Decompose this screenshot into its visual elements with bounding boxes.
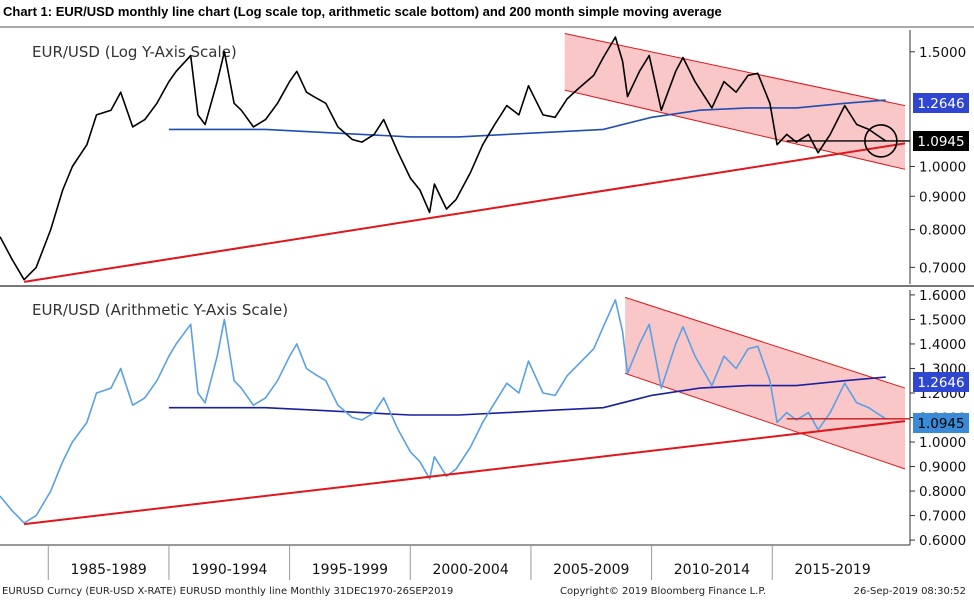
top-panel-title: EUR/USD (Log Y-Axis Scale) <box>32 43 237 61</box>
top-ytick-label: 0.9000 <box>919 189 966 205</box>
top-ytick-label: 1.0000 <box>919 159 966 175</box>
bottom-series <box>0 299 910 526</box>
footer-copyright: Copyright© 2019 Bloomberg Finance L.P. <box>560 586 766 597</box>
bottom-price-line <box>0 299 887 524</box>
top-ytick-label: 0.8000 <box>919 223 966 239</box>
top-last-value: 1.0945 <box>917 134 964 150</box>
top-moving-average-line <box>168 99 886 138</box>
top-channel-upper <box>564 33 906 107</box>
top-series <box>0 36 910 283</box>
xaxis-ticks: 1985-1989 1990-1994 1995-1999 2000-2004 2005… <box>47 545 871 580</box>
xaxis-period-label: 2015-2019 <box>794 562 870 578</box>
bottom-ma-value: 1.2646 <box>917 375 964 391</box>
top-ma-badge <box>913 93 969 113</box>
bottom-panel-title: EUR/USD (Arithmetic Y-Axis Scale) <box>32 301 288 319</box>
top-yaxis-ticks: 1.5000 1.0000 0.9000 0.8000 0.7000 <box>910 45 966 276</box>
top-ytick-label: 1.5000 <box>919 45 966 61</box>
bottom-moving-average-line <box>168 376 886 416</box>
bottom-ytick-label: 0.9000 <box>919 460 966 476</box>
top-support-trendline <box>23 142 906 283</box>
bottom-ytick-label: 1.0000 <box>919 435 966 451</box>
xaxis-period-label: 2010-2014 <box>674 562 750 578</box>
bottom-ytick-label: 0.7000 <box>919 509 966 525</box>
top-price-line <box>0 36 887 281</box>
top-channel-lower <box>564 89 906 170</box>
xaxis-period-label: 1995-1999 <box>312 562 388 578</box>
top-value-badges: 1.2646 1.0945 <box>913 93 969 151</box>
bottom-ytick-label: 0.8000 <box>919 484 966 500</box>
bottom-channel-area <box>625 297 905 469</box>
bottom-channel-lower <box>624 372 906 470</box>
footer-source: EURUSD Curncy (EUR-USD X-RATE) EURUSD mo… <box>2 586 453 597</box>
xaxis-period-label: 1985-1989 <box>70 562 146 578</box>
xaxis-period-label: 2005-2009 <box>553 562 629 578</box>
bottom-ma-badge <box>913 372 969 392</box>
chart-title: Chart 1: EUR/USD monthly line chart (Log… <box>3 4 722 19</box>
top-last-badge <box>913 131 969 151</box>
bottom-channel-upper <box>624 296 906 389</box>
bottom-support-trendline <box>24 420 906 526</box>
bottom-last-badge <box>913 413 969 433</box>
bottom-ytick-label: 1.6000 <box>919 288 966 304</box>
bottom-channel-fill <box>624 296 906 470</box>
xaxis-period-label: 1990-1994 <box>191 562 267 578</box>
bottom-last-value: 1.0945 <box>917 416 964 432</box>
bottom-value-badges: 1.2646 1.0945 <box>913 372 969 433</box>
footer-timestamp: 26-Sep-2019 08:30:52 <box>854 586 966 597</box>
top-channel-fill <box>564 33 906 170</box>
xaxis-period-label: 2000-2004 <box>432 562 508 578</box>
top-ytick-label: 0.7000 <box>919 260 966 276</box>
top-highlight-circle <box>864 124 898 158</box>
bottom-ytick-label: 1.5000 <box>919 312 966 328</box>
bottom-ytick-label: 1.4000 <box>919 337 966 353</box>
top-ma-value: 1.2646 <box>917 96 964 112</box>
bottom-ytick-label: 0.6000 <box>919 533 966 549</box>
top-channel-area <box>564 33 905 170</box>
